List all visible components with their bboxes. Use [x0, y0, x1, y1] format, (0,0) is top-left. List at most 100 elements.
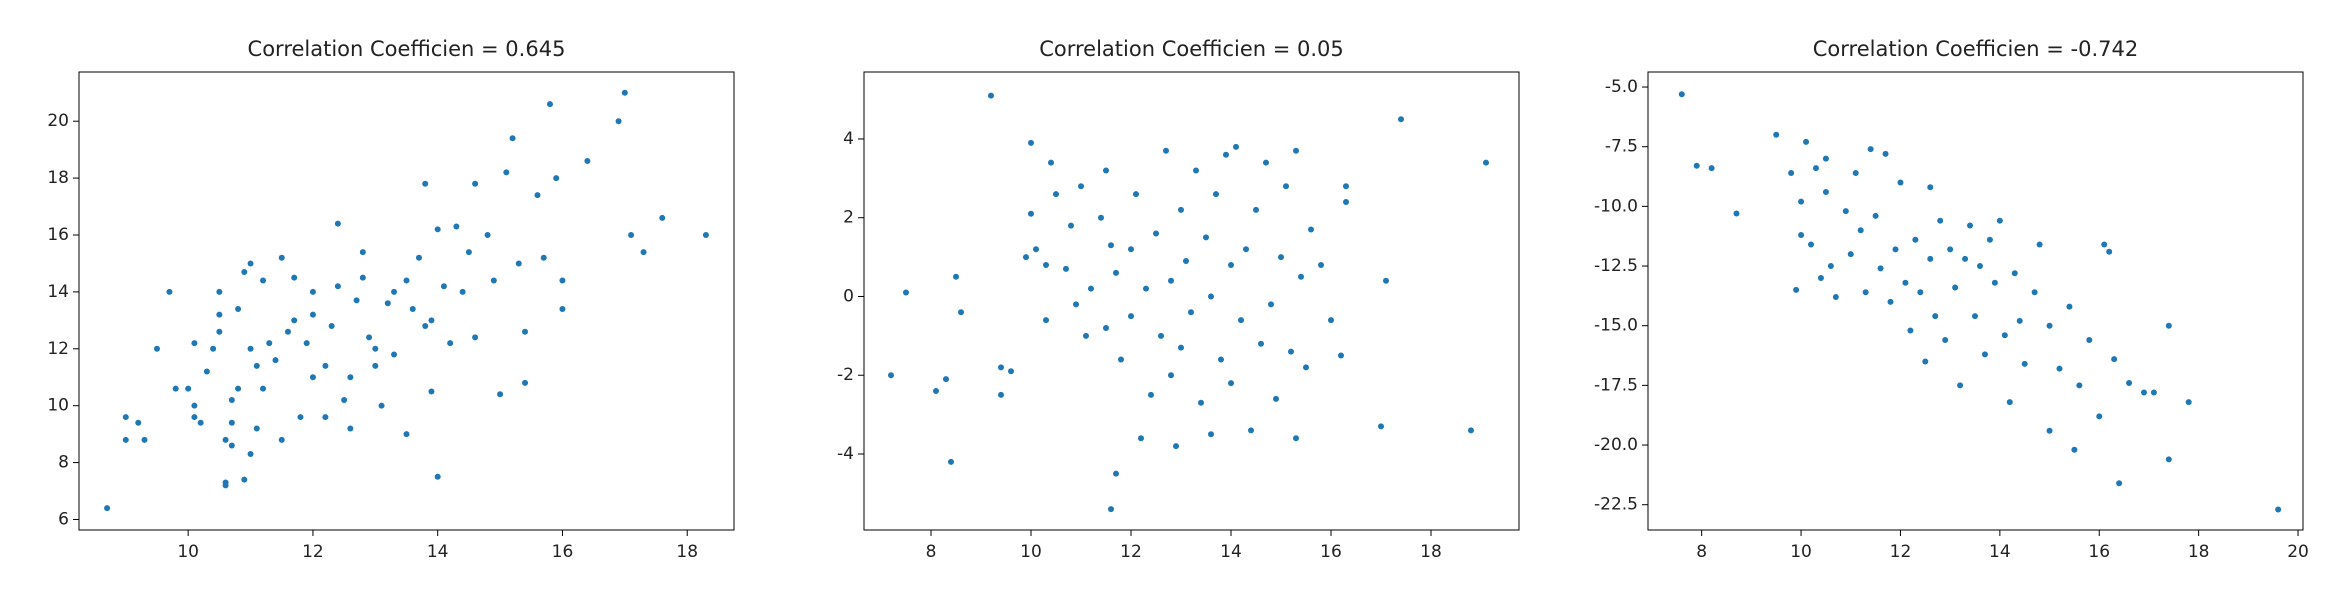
- point: [447, 340, 454, 347]
- point: [291, 274, 298, 281]
- point: [1808, 241, 1815, 248]
- point: [216, 328, 223, 335]
- point: [1253, 206, 1259, 213]
- point: [1981, 351, 1988, 358]
- plot-frame: [78, 71, 735, 531]
- point: [2031, 289, 2038, 296]
- y-tick-label: 20: [47, 111, 69, 131]
- point: [1083, 332, 1089, 339]
- point: [1822, 189, 1829, 196]
- y-tick-label: -17.5: [1594, 375, 1638, 395]
- y-tick-label: 18: [47, 168, 69, 188]
- point: [1063, 265, 1069, 272]
- point: [347, 425, 354, 432]
- point: [122, 436, 129, 443]
- point: [1128, 313, 1134, 320]
- point: [1068, 222, 1074, 229]
- point: [309, 311, 316, 318]
- point: [553, 175, 560, 182]
- point: [1788, 169, 1795, 176]
- point: [191, 340, 198, 347]
- x-tick-label: 18: [1420, 542, 1442, 562]
- y-tick-label: -12.5: [1594, 256, 1638, 276]
- point: [540, 254, 547, 261]
- point: [1128, 246, 1134, 253]
- point: [1098, 214, 1104, 221]
- x-tick-label: 10: [1020, 542, 1042, 562]
- point: [2185, 399, 2192, 406]
- point: [235, 385, 242, 392]
- point: [422, 180, 429, 187]
- point: [309, 288, 316, 295]
- point: [1842, 208, 1849, 215]
- point: [166, 288, 173, 295]
- point: [1293, 435, 1299, 442]
- point: [888, 372, 894, 379]
- point: [484, 232, 491, 239]
- point: [1043, 261, 1049, 268]
- point: [1158, 332, 1164, 339]
- chart-title: Correlation Coefficien = -0.742: [1813, 37, 2138, 61]
- point: [1258, 340, 1264, 347]
- point: [1218, 356, 1224, 363]
- y-tick-label: 8: [58, 453, 69, 473]
- point: [1937, 217, 1944, 224]
- point: [503, 169, 510, 176]
- point: [1862, 289, 1869, 296]
- point: [628, 232, 635, 239]
- point: [253, 362, 260, 369]
- point: [1028, 210, 1034, 217]
- point: [197, 419, 204, 426]
- point: [2086, 337, 2093, 344]
- point: [1827, 263, 1834, 270]
- point: [1793, 286, 1800, 293]
- x-tick-label: 14: [427, 542, 449, 562]
- point: [216, 311, 223, 318]
- point: [1678, 91, 1685, 98]
- point: [2116, 480, 2123, 487]
- point: [241, 268, 248, 275]
- y-tick-label: -20.0: [1594, 435, 1638, 455]
- point: [1208, 431, 1214, 438]
- point: [2096, 413, 2103, 420]
- point: [1138, 435, 1144, 442]
- point: [522, 328, 529, 335]
- point: [621, 89, 628, 96]
- point: [1967, 222, 1974, 229]
- point: [2111, 356, 2118, 363]
- point: [359, 274, 366, 281]
- point: [948, 458, 954, 465]
- point: [1398, 116, 1404, 123]
- point: [2011, 270, 2018, 277]
- point: [247, 260, 254, 267]
- point: [1832, 294, 1839, 301]
- point: [1168, 372, 1174, 379]
- point: [1023, 254, 1029, 261]
- point: [241, 476, 248, 483]
- point: [1773, 131, 1780, 138]
- y-tick-label: 14: [47, 282, 69, 302]
- x-tick-label: 18: [676, 542, 698, 562]
- x-tick-label: 16: [552, 542, 574, 562]
- point: [141, 436, 148, 443]
- point: [260, 277, 267, 284]
- point: [2056, 365, 2063, 372]
- point: [2071, 446, 2078, 453]
- point: [403, 431, 410, 438]
- point: [334, 220, 341, 227]
- point: [2150, 389, 2157, 396]
- point: [391, 351, 398, 358]
- point: [640, 249, 647, 256]
- point: [1338, 352, 1344, 359]
- point: [235, 305, 242, 312]
- point: [104, 505, 111, 512]
- y-tick-label: 6: [58, 509, 69, 529]
- x-tick-label: 10: [177, 542, 199, 562]
- y-tick-label: -10.0: [1594, 196, 1638, 216]
- point: [1822, 155, 1829, 162]
- chart-title: Correlation Coefficien = 0.05: [1039, 37, 1344, 61]
- point: [1927, 255, 1934, 262]
- point: [1278, 254, 1284, 261]
- point: [2016, 317, 2023, 324]
- point: [222, 436, 229, 443]
